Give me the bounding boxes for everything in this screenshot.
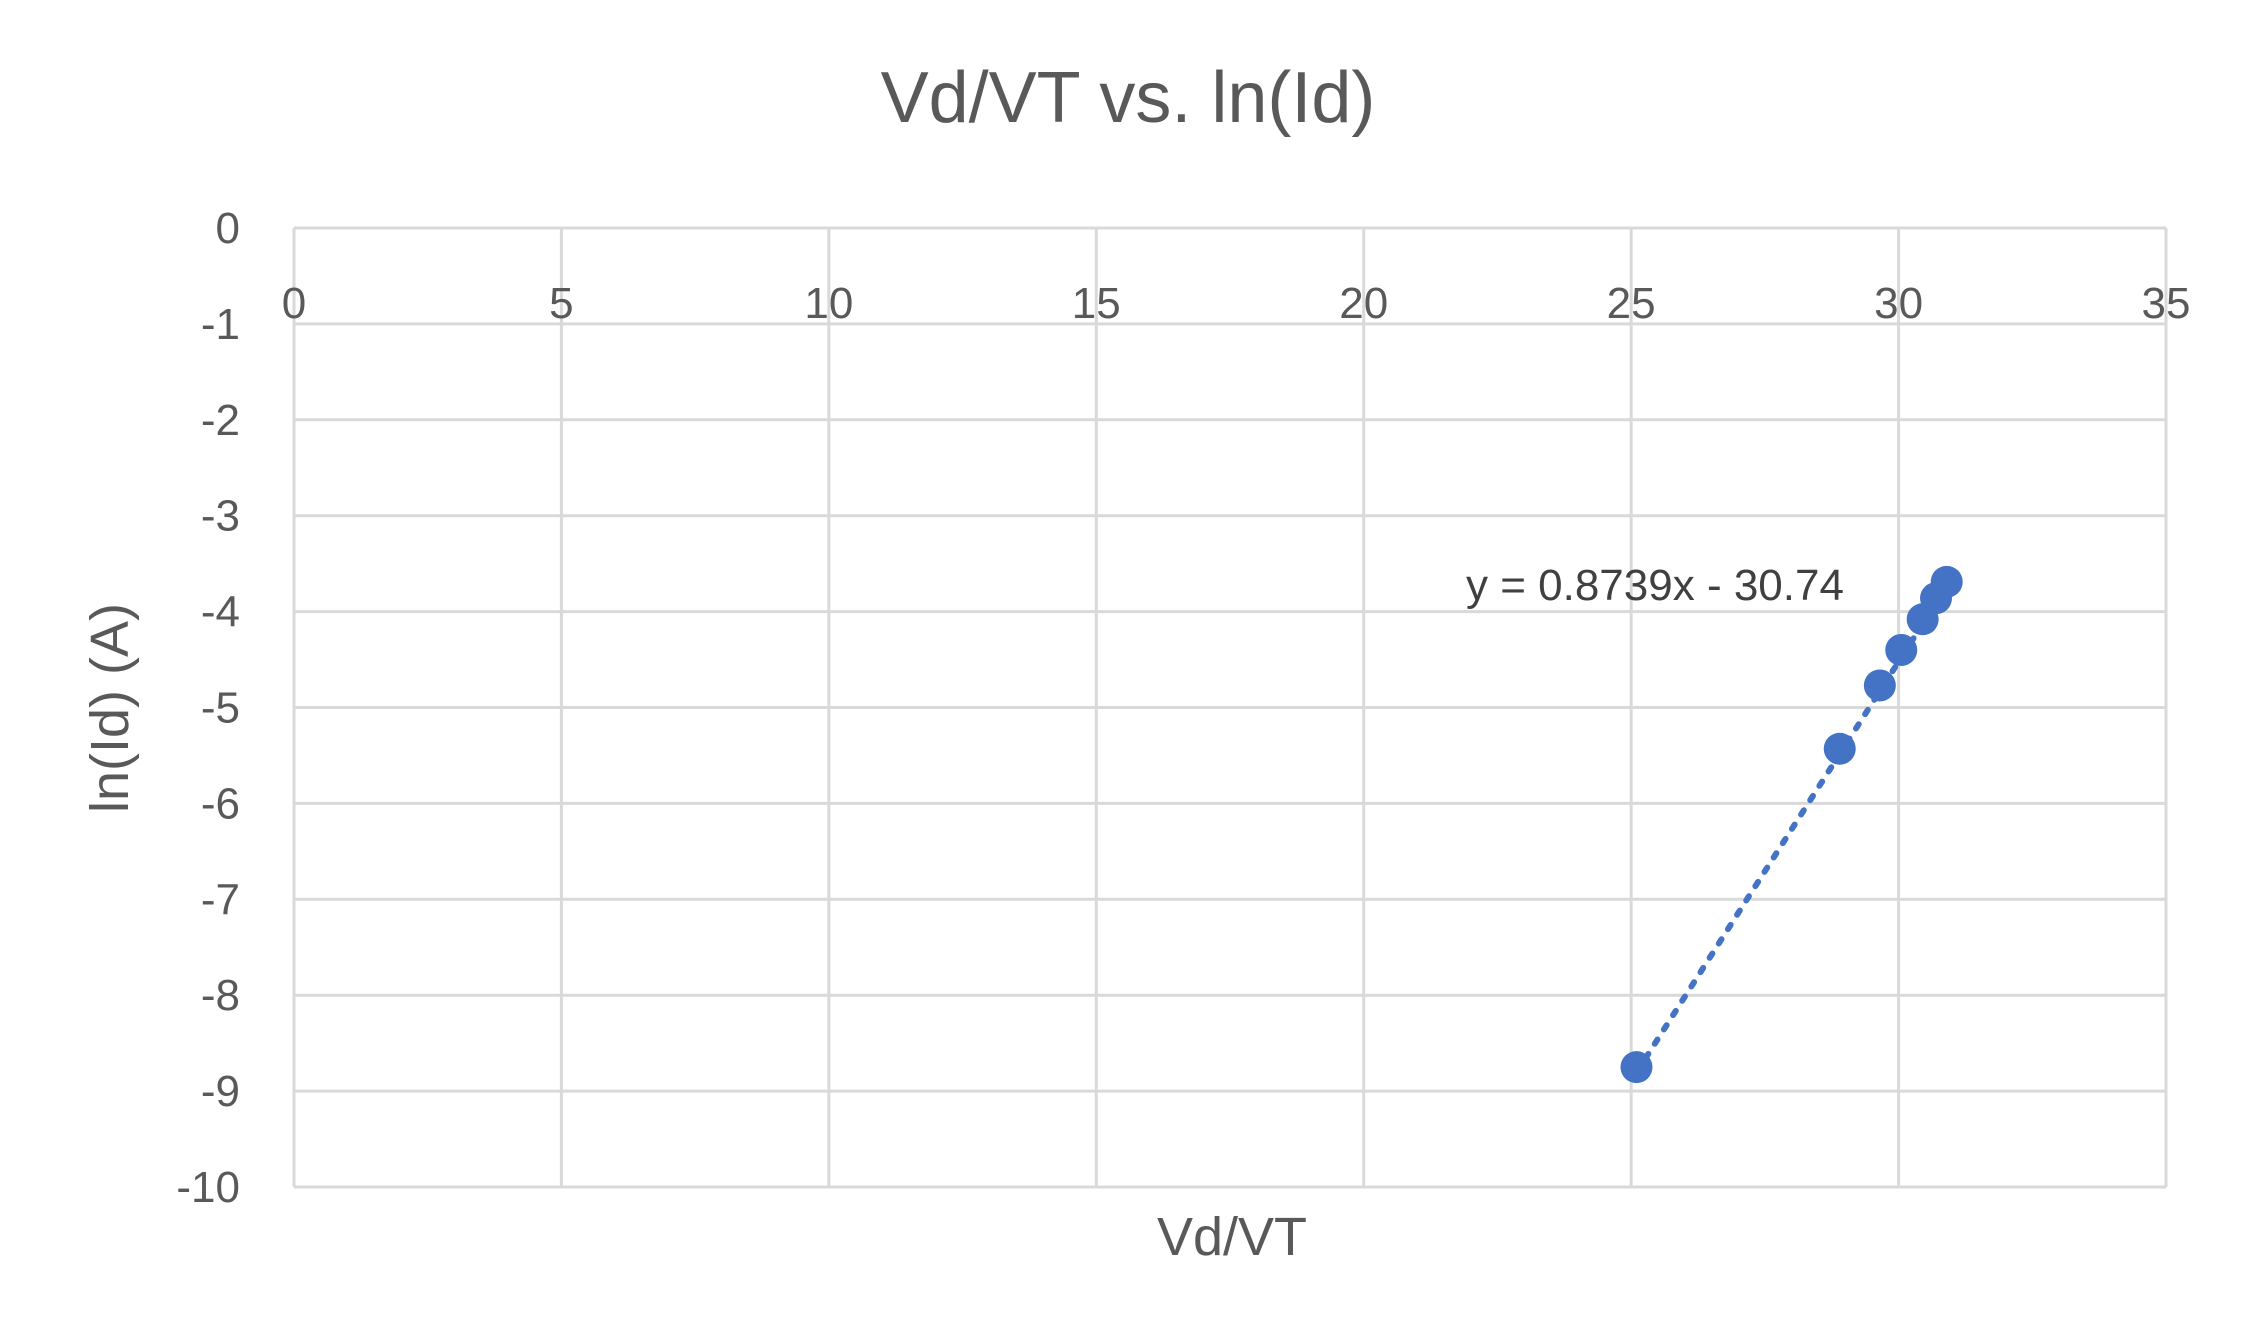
data-point	[1823, 732, 1856, 765]
data-point	[1930, 565, 1963, 598]
data-points	[1620, 565, 1963, 1084]
y-tick-label: -5	[201, 684, 240, 733]
y-tick-label: -6	[201, 779, 240, 828]
y-tick-label: -8	[201, 971, 240, 1020]
x-tick-label: 10	[804, 279, 853, 328]
y-tick-label: -2	[201, 396, 240, 445]
x-tick-label: 30	[1874, 279, 1923, 328]
y-axis-title: ln(Id) (A)	[80, 603, 140, 813]
y-tick-label: 0	[216, 204, 240, 253]
data-point	[1863, 669, 1896, 702]
x-tick-label: 35	[2142, 279, 2191, 328]
x-tick-label: 20	[1339, 279, 1388, 328]
y-tick-label: -3	[201, 492, 240, 541]
y-tick-label: -9	[201, 1067, 240, 1116]
y-tick-label: -4	[201, 588, 240, 637]
y-axis-tick-labels: 0 -1 -2 -3 -4 -5 -6 -7 -8 -9 -10	[176, 204, 240, 1212]
x-axis-tick-labels: 0 5 10 15 20 25 30 35	[282, 279, 2191, 328]
grid-lines	[292, 226, 2168, 1189]
x-tick-label: 15	[1072, 279, 1121, 328]
trendline	[1633, 583, 1950, 1076]
data-point	[1885, 633, 1918, 666]
y-tick-label: -1	[201, 300, 240, 349]
y-tick-label: -7	[201, 875, 240, 924]
x-tick-label: 25	[1607, 279, 1656, 328]
trendline-equation: y = 0.8739x - 30.74	[1466, 561, 1844, 610]
trendline-group	[1633, 583, 1950, 1076]
chart-title: Vd/VT vs. ln(Id)	[881, 58, 1376, 138]
y-tick-label: -10	[176, 1163, 240, 1212]
x-axis-title: Vd/VT	[1157, 1207, 1307, 1267]
x-tick-label: 5	[549, 279, 573, 328]
data-point	[1620, 1051, 1653, 1084]
x-tick-label: 0	[282, 279, 306, 328]
